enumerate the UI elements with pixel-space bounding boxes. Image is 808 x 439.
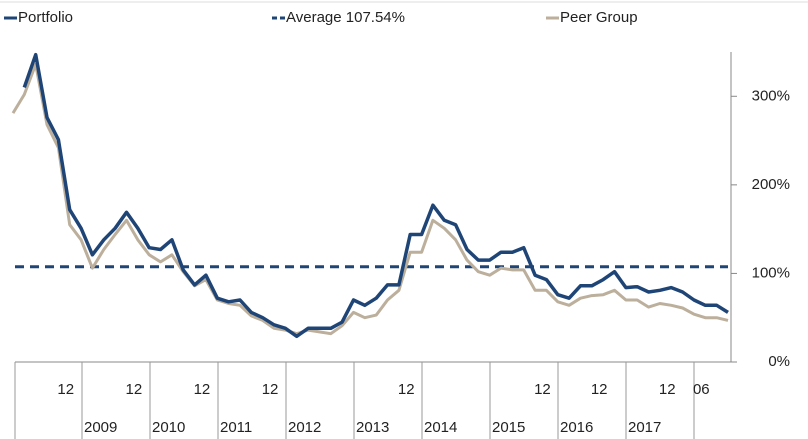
series-line [22, 52, 729, 339]
x-tick-label: 06 [693, 381, 710, 398]
x-tick-label: 12 [659, 381, 676, 398]
legend-label: Peer Group [560, 9, 638, 26]
legend-label: Average 107.54% [286, 9, 405, 26]
year-label: 2009 [84, 419, 117, 436]
year-label: 2012 [288, 419, 321, 436]
year-label: 2017 [628, 419, 661, 436]
x-tick-label: 12 [262, 381, 279, 398]
x-tick-label: 12 [398, 381, 415, 398]
year-label: 2015 [492, 419, 525, 436]
year-label: 2014 [424, 419, 457, 436]
year-label: 2013 [356, 419, 389, 436]
year-label: 2016 [560, 419, 593, 436]
y-tick-label: 200% [752, 176, 790, 193]
y-tick-label: 300% [752, 87, 790, 104]
x-tick-label: 12 [125, 381, 142, 398]
x-tick-label: 12 [194, 381, 211, 398]
y-tick-label: 0% [768, 353, 790, 370]
y-tick-label: 100% [752, 264, 790, 281]
x-tick-label: 12 [534, 381, 551, 398]
year-label: 2011 [220, 419, 252, 436]
legend-label: Portfolio [18, 9, 73, 26]
x-tick-label: 12 [591, 381, 608, 398]
x-tick-label: 12 [57, 381, 74, 398]
year-label: 2010 [152, 419, 185, 436]
series-line [11, 62, 729, 336]
